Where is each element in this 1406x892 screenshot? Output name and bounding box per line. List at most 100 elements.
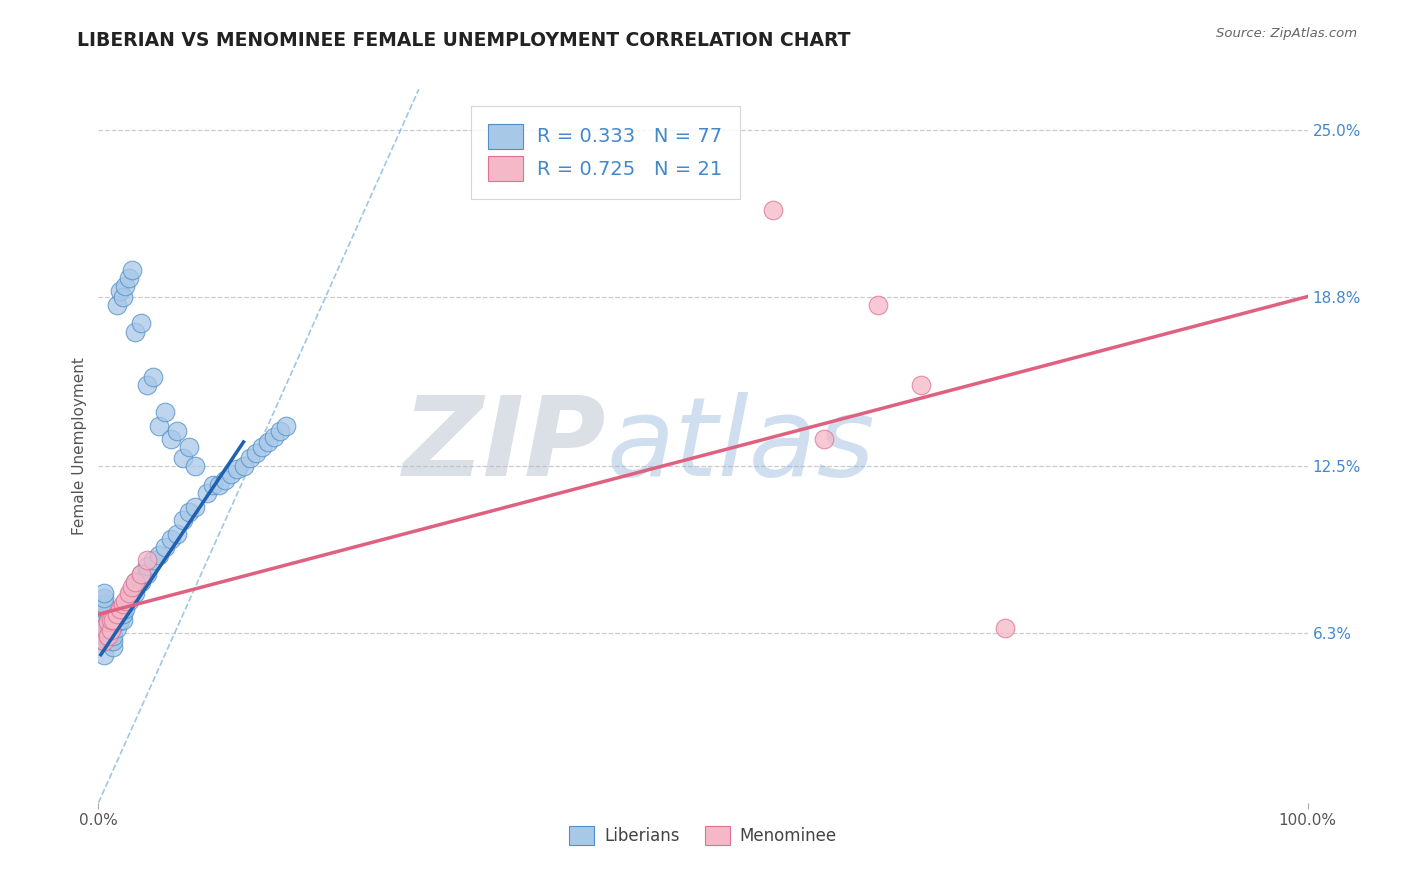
Point bbox=[148, 548, 170, 562]
Point bbox=[269, 424, 291, 438]
Point bbox=[108, 602, 131, 616]
Point bbox=[114, 602, 136, 616]
Point bbox=[214, 473, 236, 487]
Point bbox=[93, 621, 115, 635]
Point bbox=[142, 553, 165, 567]
Point bbox=[101, 634, 124, 648]
Point bbox=[118, 594, 141, 608]
Point bbox=[172, 451, 194, 466]
Point bbox=[762, 203, 785, 218]
Point bbox=[263, 429, 285, 443]
Point bbox=[202, 478, 225, 492]
Point bbox=[142, 370, 165, 384]
Point bbox=[121, 580, 143, 594]
Point bbox=[100, 618, 122, 632]
Point bbox=[114, 278, 136, 293]
Point bbox=[108, 613, 131, 627]
Point bbox=[111, 597, 134, 611]
Point bbox=[135, 558, 157, 573]
Point bbox=[93, 597, 115, 611]
Point bbox=[93, 648, 115, 662]
Point bbox=[100, 624, 122, 638]
Point bbox=[97, 615, 120, 630]
Point bbox=[105, 610, 128, 624]
Point bbox=[239, 451, 262, 466]
Point bbox=[208, 478, 231, 492]
Point bbox=[114, 594, 136, 608]
Point bbox=[129, 574, 152, 589]
Point bbox=[118, 586, 141, 600]
Point bbox=[994, 621, 1017, 635]
Point bbox=[195, 486, 218, 500]
Point bbox=[105, 615, 128, 630]
Point bbox=[124, 574, 146, 589]
Point bbox=[101, 629, 124, 643]
Legend: Liberians, Menominee: Liberians, Menominee bbox=[562, 819, 844, 852]
Point bbox=[245, 446, 267, 460]
Point bbox=[910, 378, 932, 392]
Point bbox=[118, 270, 141, 285]
Point bbox=[108, 607, 131, 622]
Point bbox=[221, 467, 243, 482]
Point bbox=[153, 405, 176, 419]
Point bbox=[124, 580, 146, 594]
Point bbox=[105, 607, 128, 622]
Point bbox=[153, 540, 176, 554]
Point bbox=[93, 602, 115, 616]
Point bbox=[97, 613, 120, 627]
Point bbox=[97, 618, 120, 632]
Point bbox=[93, 586, 115, 600]
Point bbox=[101, 640, 124, 654]
Point bbox=[105, 621, 128, 635]
Point bbox=[135, 553, 157, 567]
Point bbox=[124, 325, 146, 339]
Point bbox=[105, 298, 128, 312]
Point bbox=[148, 418, 170, 433]
Point bbox=[124, 586, 146, 600]
Point bbox=[129, 566, 152, 581]
Point bbox=[93, 621, 115, 635]
Point bbox=[179, 505, 201, 519]
Text: atlas: atlas bbox=[606, 392, 875, 500]
Point bbox=[97, 629, 120, 643]
Text: Source: ZipAtlas.com: Source: ZipAtlas.com bbox=[1216, 27, 1357, 40]
Point bbox=[101, 613, 124, 627]
Point bbox=[111, 289, 134, 303]
Point bbox=[160, 432, 183, 446]
Point bbox=[129, 317, 152, 331]
Point bbox=[160, 532, 183, 546]
Point bbox=[184, 500, 207, 514]
Point bbox=[124, 574, 146, 589]
Point bbox=[868, 298, 890, 312]
Point bbox=[250, 441, 273, 455]
Point bbox=[93, 634, 115, 648]
Point bbox=[108, 284, 131, 298]
Point bbox=[111, 613, 134, 627]
Point bbox=[166, 526, 188, 541]
Point bbox=[93, 591, 115, 606]
Point bbox=[129, 566, 152, 581]
Point bbox=[97, 634, 120, 648]
Point bbox=[184, 459, 207, 474]
Point bbox=[274, 418, 297, 433]
Point bbox=[121, 262, 143, 277]
Point bbox=[232, 459, 254, 474]
Text: ZIP: ZIP bbox=[402, 392, 606, 500]
Point bbox=[97, 624, 120, 638]
Point bbox=[93, 607, 115, 622]
Point bbox=[100, 613, 122, 627]
Point bbox=[172, 513, 194, 527]
Y-axis label: Female Unemployment: Female Unemployment bbox=[72, 357, 87, 535]
Point bbox=[256, 434, 278, 449]
Point bbox=[111, 602, 134, 616]
Point bbox=[100, 634, 122, 648]
Point bbox=[111, 607, 134, 622]
Point bbox=[100, 629, 122, 643]
Point bbox=[166, 424, 188, 438]
Point bbox=[179, 441, 201, 455]
Point bbox=[118, 589, 141, 603]
Point bbox=[97, 629, 120, 643]
Point bbox=[135, 378, 157, 392]
Point bbox=[135, 566, 157, 581]
Point bbox=[813, 432, 835, 446]
